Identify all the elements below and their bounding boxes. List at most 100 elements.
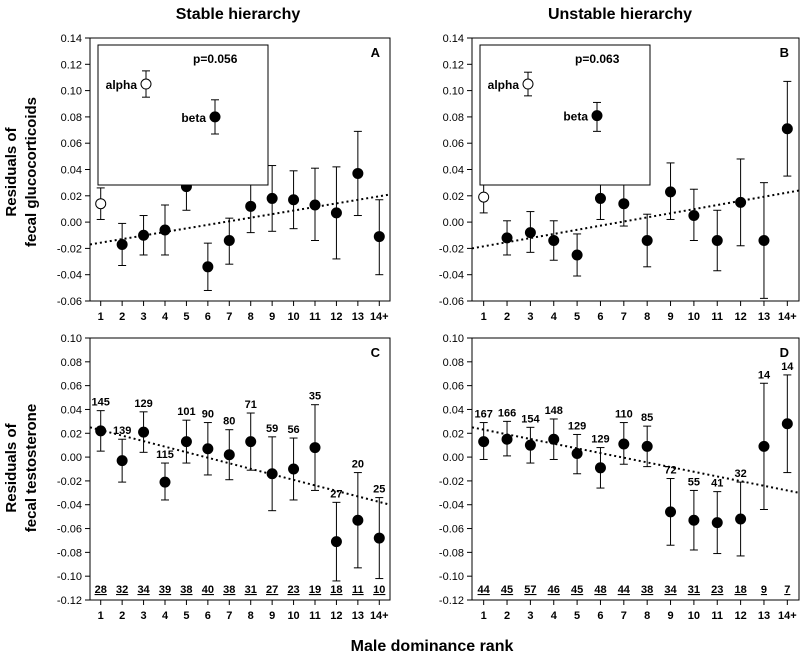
ylabel-testosterone-line2: fecal testosterone xyxy=(23,404,40,532)
sample-size-label-bottom: 27 xyxy=(266,584,278,596)
sample-size-label-top: 110 xyxy=(615,409,633,421)
data-point xyxy=(352,167,364,179)
data-point xyxy=(758,235,770,247)
data-point xyxy=(116,455,128,467)
data-point xyxy=(594,462,606,474)
data-point xyxy=(245,200,257,212)
x-tick-label: 5 xyxy=(183,311,189,323)
x-tick-label: 3 xyxy=(527,610,533,622)
x-tick-label: 10 xyxy=(688,610,700,622)
data-point xyxy=(330,536,342,548)
panel-d-frame xyxy=(471,337,800,601)
data-point xyxy=(352,514,364,526)
data-point xyxy=(618,438,630,450)
data-point xyxy=(665,506,677,518)
y-tick-label: -0.08 xyxy=(439,547,464,559)
y-tick-label: 0.08 xyxy=(443,357,464,369)
sample-size-label-top: 27 xyxy=(330,488,342,500)
x-tick-label: 7 xyxy=(621,311,627,323)
sample-size-label-bottom: 10 xyxy=(373,584,385,596)
y-tick-label: 0.00 xyxy=(443,452,464,464)
x-tick-label: 3 xyxy=(527,311,533,323)
data-point xyxy=(641,235,653,247)
y-tick-label: 0.02 xyxy=(61,428,82,440)
sample-size-label-top: 55 xyxy=(688,476,700,488)
y-tick-label: -0.06 xyxy=(57,296,82,308)
data-point xyxy=(524,439,536,451)
sample-size-label-bottom: 34 xyxy=(137,584,150,596)
x-tick-label: 2 xyxy=(119,311,125,323)
y-tick-label: 0.04 xyxy=(61,165,82,177)
x-tick-label: 4 xyxy=(551,610,558,622)
inset-point-beta xyxy=(209,111,221,123)
sample-size-label-top: 56 xyxy=(287,424,299,436)
data-point xyxy=(245,436,257,448)
x-tick-label: 8 xyxy=(248,610,254,622)
y-tick-label: 0.14 xyxy=(61,33,82,45)
y-tick-label: 0.10 xyxy=(443,333,464,345)
sample-size-label-top: 14 xyxy=(758,369,771,381)
x-tick-label: 2 xyxy=(504,311,510,323)
y-tick-label: 0.04 xyxy=(443,404,464,416)
y-tick-label: -0.02 xyxy=(439,476,464,488)
x-tick-label: 10 xyxy=(287,610,299,622)
sample-size-label-top: 167 xyxy=(474,409,492,421)
x-tick-label: 14+ xyxy=(778,610,797,622)
sample-size-label-bottom: 48 xyxy=(594,584,606,596)
x-tick-label: 5 xyxy=(183,610,189,622)
trend-line xyxy=(471,189,800,250)
x-tick-label: 4 xyxy=(551,311,558,323)
sample-size-label-bottom: 19 xyxy=(309,584,321,596)
sample-size-label-top: 32 xyxy=(734,468,746,480)
data-point xyxy=(202,261,214,273)
y-tick-label: -0.06 xyxy=(439,524,464,536)
x-tick-label: 5 xyxy=(574,311,580,323)
x-tick-label: 7 xyxy=(226,311,232,323)
data-point-open xyxy=(95,198,107,210)
data-point xyxy=(548,235,560,247)
sample-size-label-bottom: 23 xyxy=(287,584,299,596)
x-tick-label: 6 xyxy=(205,610,211,622)
inset-label-alpha: alpha xyxy=(106,78,138,92)
sample-size-label-top: 59 xyxy=(266,423,278,435)
sample-size-label-bottom: 45 xyxy=(501,584,513,596)
y-tick-label: 0.02 xyxy=(443,428,464,440)
data-point xyxy=(571,249,583,261)
x-tick-label: 6 xyxy=(597,311,603,323)
inset-label-alpha: alpha xyxy=(488,78,520,92)
y-tick-label: -0.10 xyxy=(57,571,82,583)
y-tick-label: 0.14 xyxy=(443,33,464,45)
sample-size-label-top: 166 xyxy=(498,407,516,419)
sample-size-label-top: 145 xyxy=(92,397,110,409)
inset-box xyxy=(479,44,651,186)
x-tick-label: 3 xyxy=(141,311,147,323)
x-tick-label: 12 xyxy=(330,610,342,622)
sample-size-label-top: 35 xyxy=(309,391,321,403)
x-tick-label: 9 xyxy=(667,311,673,323)
x-tick-label: 14+ xyxy=(370,610,389,622)
data-point xyxy=(711,235,723,247)
x-tick-label: 1 xyxy=(481,311,487,323)
sample-size-label-bottom: 44 xyxy=(618,584,631,596)
y-tick-label: -0.04 xyxy=(439,500,464,512)
panel-d: -0.12 -0.10 -0.08 -0.06 -0.04 -0.02 0.00 0.02 0.… xyxy=(439,333,800,622)
x-tick-label: 10 xyxy=(287,311,299,323)
sample-size-label-bottom: 45 xyxy=(571,584,583,596)
sample-size-label-top: 71 xyxy=(245,399,257,411)
y-tick-label: -0.06 xyxy=(57,524,82,536)
sample-size-label-bottom: 11 xyxy=(352,584,364,596)
sample-size-label-top: 85 xyxy=(641,412,653,424)
data-point xyxy=(711,517,723,529)
x-tick-label: 3 xyxy=(141,610,147,622)
x-tick-label: 13 xyxy=(352,610,364,622)
x-tick-label: 8 xyxy=(248,311,254,323)
data-point xyxy=(758,440,770,452)
x-tick-label: 13 xyxy=(352,311,364,323)
sample-size-label-top: 148 xyxy=(545,405,563,417)
inset-label-beta: beta xyxy=(563,110,588,124)
x-tick-label: 11 xyxy=(309,610,321,622)
inset-point-beta xyxy=(591,110,603,122)
sample-size-label-bottom: 31 xyxy=(245,584,257,596)
y-tick-label: 0.00 xyxy=(61,452,82,464)
sample-size-label-top: 90 xyxy=(202,409,214,421)
